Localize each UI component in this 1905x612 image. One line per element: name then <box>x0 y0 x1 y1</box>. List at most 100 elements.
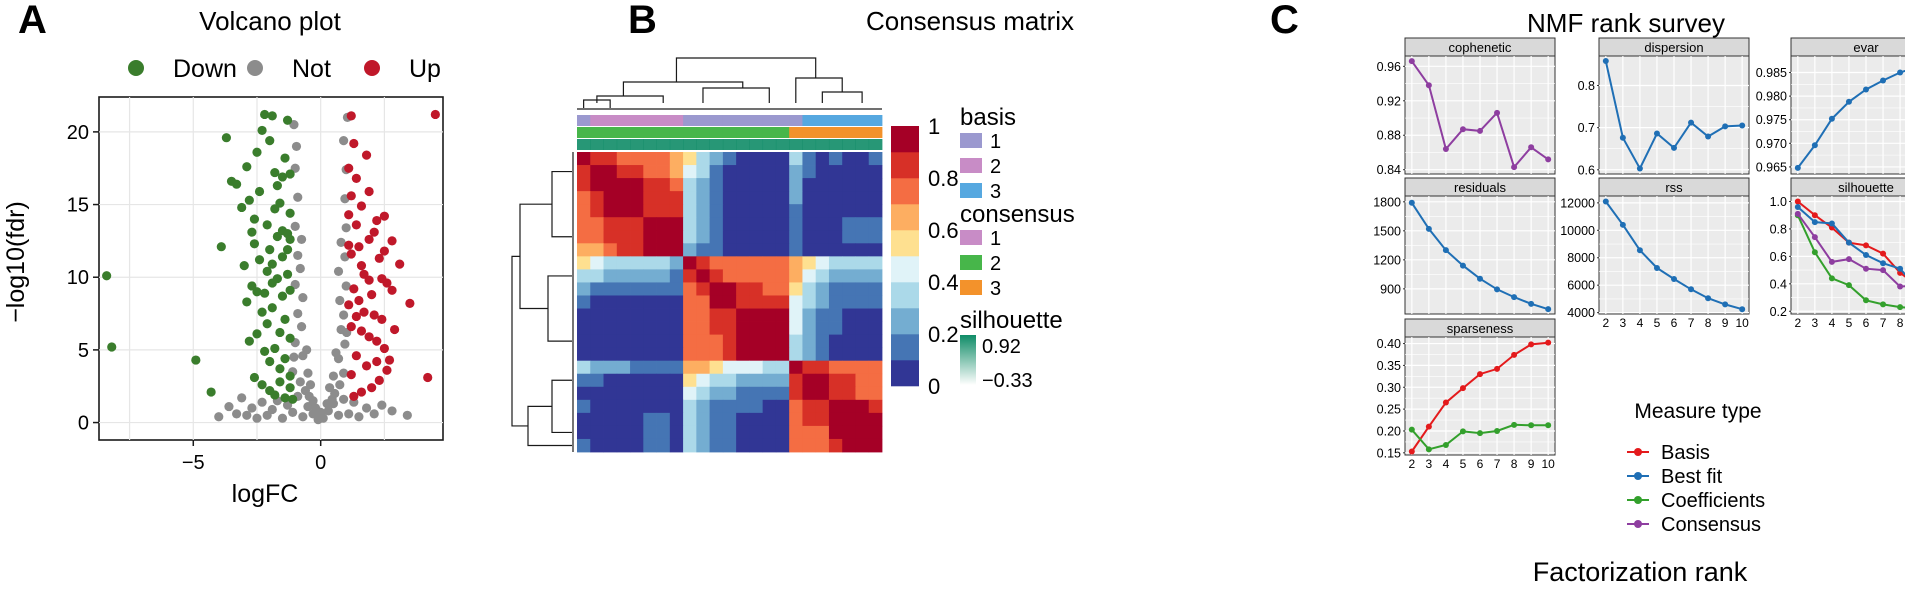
heatmap-cell <box>616 399 631 414</box>
volcano-point-up <box>379 246 389 256</box>
volcano-point-not <box>289 352 299 362</box>
volcano-point-up <box>346 249 356 259</box>
series-point-basis <box>1511 351 1518 358</box>
facet-y-tick-label: 12000 <box>1560 196 1595 210</box>
heatmap-cell <box>815 243 830 257</box>
heatmap-cell <box>603 152 618 166</box>
volcano-y-tick-label: 0 <box>78 413 89 435</box>
heatmap-cell <box>616 438 631 453</box>
volcano-point-down <box>252 329 262 339</box>
heatmap-cell <box>643 178 657 192</box>
heatmap-cell <box>643 282 657 296</box>
heatmap-cell <box>616 178 631 192</box>
heatmap-cell <box>828 165 843 179</box>
volcano-point-down <box>244 336 254 346</box>
heatmap-cell <box>696 165 711 179</box>
series-point-basis <box>1477 371 1483 378</box>
series-point-bestfit <box>1688 119 1695 126</box>
heatmap-cell <box>577 347 591 362</box>
heatmap-cell <box>749 308 764 322</box>
heatmap-cell <box>590 360 604 375</box>
series-point-consensus <box>1828 258 1835 265</box>
heatmap-cell <box>643 217 657 231</box>
heatmap-cell <box>736 204 750 218</box>
heatmap-cell <box>643 360 657 375</box>
volcano-point-not <box>339 394 349 404</box>
consensus-legend-swatch <box>960 280 982 295</box>
heatmap-cell <box>736 178 750 192</box>
volcano-point-not <box>333 410 344 420</box>
heatmap-cell <box>696 178 711 192</box>
heatmap-cell <box>775 347 790 362</box>
heatmap-cell <box>590 204 604 218</box>
heatmap-cell <box>603 230 618 244</box>
heatmap-cell <box>855 243 870 257</box>
heatmap-cell <box>656 438 671 453</box>
heatmap-cell <box>828 321 843 336</box>
basis-track-cell <box>577 115 591 126</box>
series-point-consensus <box>1880 267 1887 274</box>
heatmap-cell <box>749 412 764 427</box>
heatmap-cell <box>590 347 604 362</box>
nmf-legend-label-consensus: Consensus <box>1661 514 1761 536</box>
heatmap-cell <box>709 269 724 283</box>
panel-letter-a: A <box>18 0 47 42</box>
heatmap-cell <box>603 412 618 427</box>
heatmap-cell <box>616 269 631 283</box>
volcano-point-not <box>247 403 257 413</box>
heatmap-cell <box>616 412 631 427</box>
heatmap-cell <box>855 425 870 440</box>
heatmap-cell <box>683 386 697 401</box>
volcano-point-up <box>389 324 400 335</box>
heatmap-cell <box>775 425 790 440</box>
heatmap-cell <box>749 256 764 270</box>
heatmap-cell <box>616 373 631 388</box>
facet-x-tick-label: 4 <box>1829 316 1836 330</box>
heatmap-cell <box>577 152 591 166</box>
facet-x-tick-label: 6 <box>1477 457 1484 471</box>
colorbar-step <box>891 360 919 387</box>
heatmap-cell <box>643 321 657 336</box>
heatmap-cell <box>775 373 790 388</box>
series-point-consensus <box>1845 256 1852 263</box>
volcano-y-tick-label: 15 <box>67 195 89 217</box>
volcano-point-not <box>214 412 224 422</box>
volcano-point-down <box>239 260 249 271</box>
heatmap-cell <box>722 425 737 440</box>
heatmap-cell <box>855 308 870 322</box>
heatmap-cell <box>722 191 737 205</box>
consensus-track-cell <box>722 127 737 138</box>
volcano-point-not <box>340 339 350 349</box>
heatmap-cell <box>656 347 671 362</box>
volcano-point-not <box>325 383 335 393</box>
row-dendrogram <box>511 152 574 452</box>
series-point-consensus <box>1811 234 1818 241</box>
heatmap-cell <box>789 282 803 296</box>
consensus-track-cell <box>736 127 750 138</box>
heatmap-cell <box>802 412 817 427</box>
heatmap-cell <box>603 269 618 283</box>
silhouette-track-cell <box>842 139 856 150</box>
consensus-track-cell <box>789 127 803 138</box>
volcano-point-down <box>265 245 275 255</box>
volcano-point-down <box>277 291 288 301</box>
dendrogram-branch <box>527 405 572 447</box>
heatmap-cell <box>616 191 631 205</box>
heatmap-cell <box>749 178 764 192</box>
volcano-point-down <box>270 204 280 214</box>
consensus-track-cell <box>709 127 724 138</box>
heatmap-cell <box>775 178 790 192</box>
heatmap-cell <box>696 425 711 440</box>
silhouette-track-cell <box>789 139 803 150</box>
heatmap-cell <box>722 308 737 322</box>
volcano-point-up <box>361 361 372 371</box>
heatmap-cell <box>696 438 711 453</box>
heatmap-cell <box>577 321 591 336</box>
heatmap-cell <box>749 217 764 231</box>
basis-track-cell <box>616 115 631 126</box>
heatmap-cell <box>656 217 671 231</box>
dendrogram-branch <box>551 170 572 238</box>
volcano-point-down <box>265 356 275 367</box>
heatmap-cell <box>842 256 856 270</box>
